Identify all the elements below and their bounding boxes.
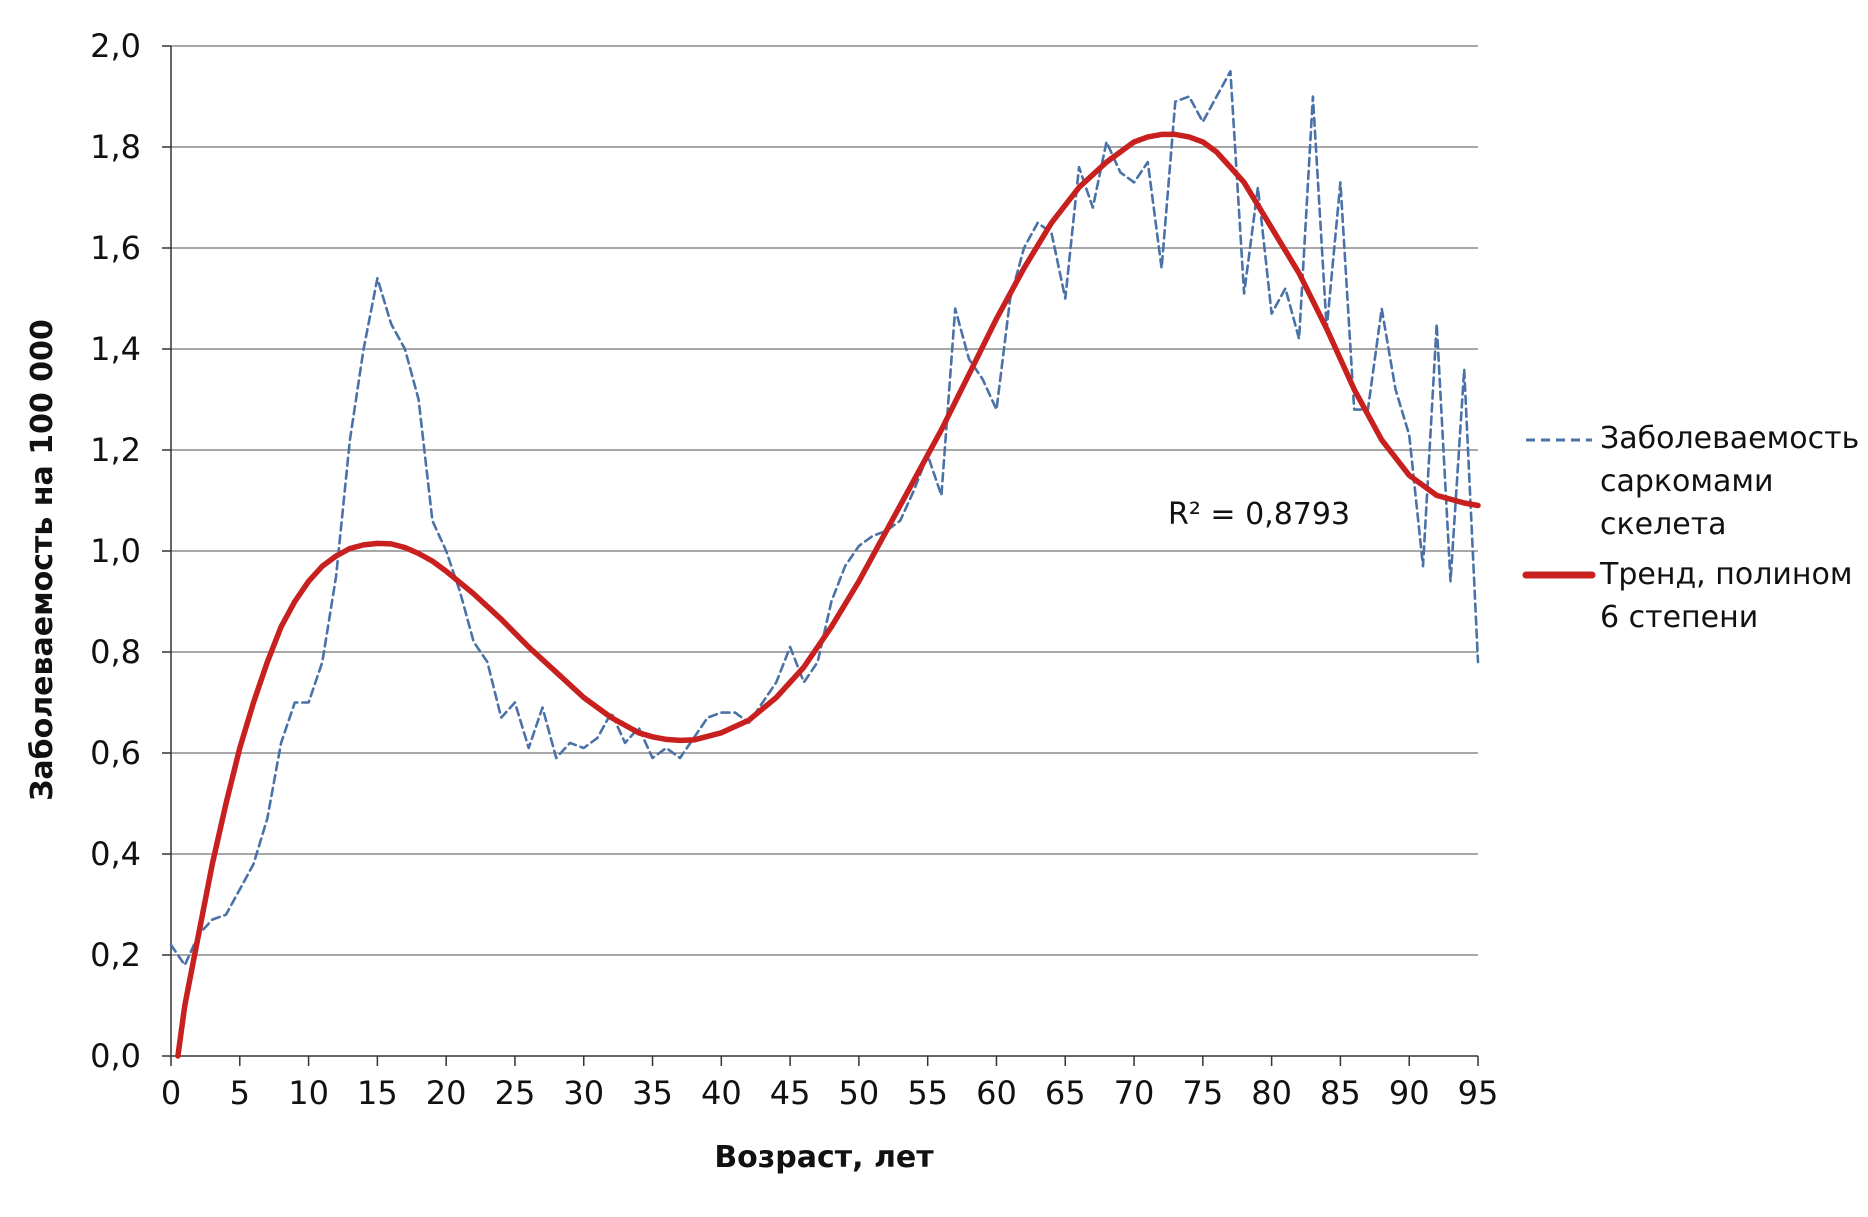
x-tick-label: 45: [770, 1074, 811, 1112]
x-tick-label: 65: [1045, 1074, 1086, 1112]
x-tick-label: 25: [495, 1074, 536, 1112]
series-lines: [169, 70, 1481, 1059]
y-tick-label: 1,8: [90, 128, 141, 166]
x-tick-label: 60: [976, 1074, 1017, 1112]
x-tick-label: 90: [1389, 1074, 1430, 1112]
x-tick-label: 95: [1458, 1074, 1499, 1112]
x-tick-label: 5: [230, 1074, 250, 1112]
series-trend-line: [175, 131, 1481, 1059]
x-axis-title: Возраст, лет: [714, 1140, 934, 1175]
axes: [162, 45, 1479, 1066]
legend: Заболеваемость саркомами скелета Тренд, по…: [1522, 421, 1859, 635]
y-tick-label: 1,6: [90, 229, 141, 267]
y-tick-label: 0,8: [90, 633, 141, 671]
y-tick-label: 0,0: [90, 1037, 141, 1075]
y-tick-label: 0,4: [90, 835, 141, 873]
x-tick-label: 15: [357, 1074, 398, 1112]
r-squared-annotation: R² = 0,8793: [1168, 497, 1350, 532]
legend-label-incidence: Заболеваемость саркомами скелета: [1600, 421, 1859, 542]
x-tick-label: 40: [701, 1074, 742, 1112]
legend-label-trend: Тренд, полином 6 степени: [1599, 557, 1853, 635]
x-tick-label: 75: [1182, 1074, 1223, 1112]
grid-lines: [171, 45, 1478, 956]
y-tick-label: 1,4: [90, 330, 141, 368]
x-tick-label: 35: [632, 1074, 673, 1112]
y-tick-label: 1,2: [90, 431, 141, 469]
y-tick-label: 0,6: [90, 734, 141, 772]
y-tick-label: 1,0: [90, 532, 141, 570]
y-tick-label: 0,2: [90, 936, 141, 974]
x-tick-label: 10: [288, 1074, 329, 1112]
y-tick-label: 2,0: [90, 27, 141, 65]
y-axis-title: Заболеваемость на 100 000: [25, 319, 60, 801]
x-tick-label: 30: [563, 1074, 604, 1112]
x-tick-label: 0: [161, 1074, 181, 1112]
x-tick-label: 80: [1251, 1074, 1292, 1112]
x-tick-label: 70: [1114, 1074, 1155, 1112]
x-tick-label: 50: [839, 1074, 880, 1112]
x-tick-label: 20: [426, 1074, 467, 1112]
x-tick-label: 85: [1320, 1074, 1361, 1112]
x-tick-label: 55: [907, 1074, 948, 1112]
tick-labels: 0,0 0,2 0,4 0,6 0,8 1,0 1,2 1,4 1,6 1,8 2,0 0 5 10 15 2…: [90, 27, 1498, 1112]
